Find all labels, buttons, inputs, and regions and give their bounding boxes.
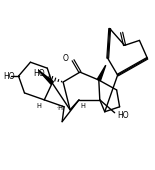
Text: H: H (36, 103, 41, 109)
Text: O: O (62, 54, 68, 63)
Text: ·H: ·H (56, 105, 63, 111)
Text: HO: HO (4, 72, 15, 81)
Text: HO: HO (33, 69, 45, 78)
Polygon shape (38, 70, 53, 84)
Polygon shape (97, 65, 106, 81)
Text: HO: HO (118, 111, 129, 120)
Text: H: H (80, 103, 85, 109)
